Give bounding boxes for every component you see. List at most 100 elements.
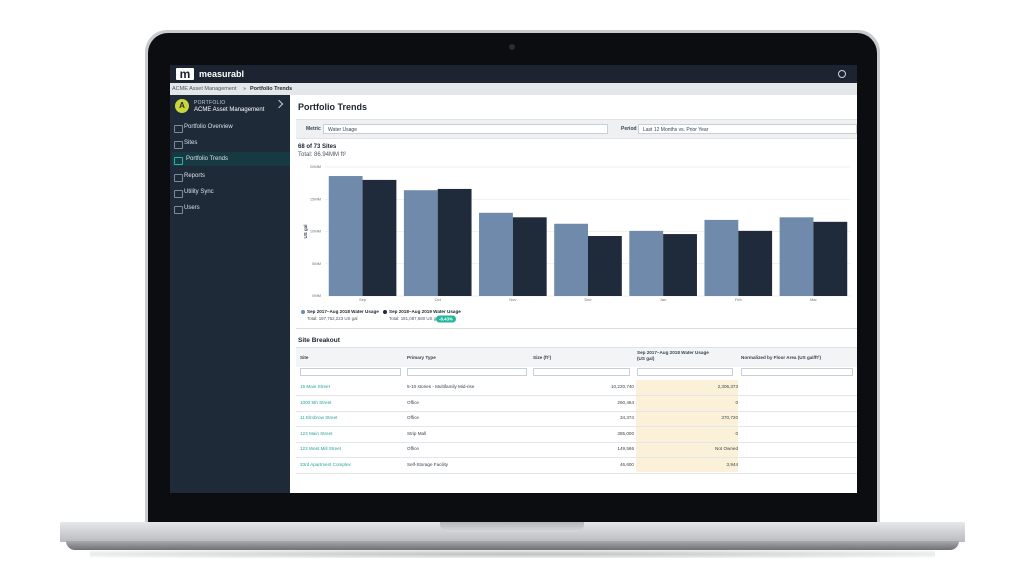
sites-count: 68 of 73 Sites [298, 144, 337, 150]
nav-item[interactable]: Reports [184, 172, 206, 179]
nav-active [172, 152, 290, 166]
column-header[interactable]: Normalized by Floor Area (US gal/ft²) [741, 355, 821, 360]
row-divider [296, 410, 857, 412]
column-filter[interactable] [741, 368, 853, 376]
nav-item[interactable]: Portfolio Overview [184, 124, 233, 130]
row-divider [296, 395, 857, 396]
nav-icon [174, 141, 183, 150]
table-cell: Office [407, 399, 419, 405]
change-value: -8.43% [439, 316, 453, 321]
bar [629, 230, 664, 296]
bar [328, 176, 363, 296]
bar [437, 188, 472, 296]
portfolio-name[interactable]: ACME Asset Management [194, 107, 265, 113]
page-title: Portfolio Trends [298, 102, 368, 112]
table-cell: 2,306,373 [717, 384, 738, 389]
camera [509, 44, 515, 50]
column-filter[interactable] [637, 368, 733, 376]
laptop-notch [440, 522, 584, 532]
nav-item[interactable]: Utility Sync [184, 188, 214, 195]
column-filter[interactable] [300, 368, 401, 376]
column-header[interactable]: Primary Type [407, 355, 436, 360]
site-link[interactable]: 11 Elmbrow Street [300, 415, 338, 421]
row-divider [296, 457, 857, 459]
table-cell: 3,944 [726, 462, 739, 467]
bar [779, 217, 814, 296]
period-value: Last 12 Months vs. Prior Year [643, 127, 709, 133]
bar [512, 217, 547, 296]
column-header[interactable]: Sep 2017–Aug 2018 Water Usage (US gal) [637, 350, 709, 361]
laptop-base [60, 522, 965, 542]
table-cell: 5-10 stories - Multifamily Mid-rise [407, 384, 475, 389]
breadcrumb-link[interactable]: ACME Asset Management [172, 86, 237, 92]
column-filter[interactable] [533, 368, 630, 376]
breadcrumb-bar [170, 83, 857, 95]
column-header[interactable]: Site [300, 355, 309, 360]
metric-value: Water Usage [328, 127, 357, 133]
y-tick-label: 20MM [310, 164, 321, 169]
bar [362, 179, 397, 296]
table-cell: 0 [735, 399, 738, 405]
portfolio-label: PORTFOLIO [194, 100, 226, 106]
metric-label: Metric [306, 126, 321, 132]
legend-label: Sep 2017–Aug 2018 Water Usage [307, 309, 379, 314]
site-link[interactable]: 33rd Apartment Complex [300, 462, 351, 467]
legend-label: Sep 2018–Aug 2019 Water Usage [389, 309, 461, 314]
nav-item[interactable]: Sites [184, 140, 198, 147]
y-tick-label: 15MM [310, 196, 321, 201]
x-tick-label: Feb [735, 297, 743, 302]
row-divider [296, 441, 857, 443]
table-header [296, 347, 857, 367]
logo-mark: m [176, 68, 194, 80]
table-cell: 370,720 [721, 415, 738, 421]
period-select[interactable]: Last 12 Months vs. Prior Year [638, 124, 857, 134]
table-cell: 34,374 [619, 415, 634, 421]
nav-item[interactable]: Users [184, 205, 200, 211]
table-cell: Strip Mall [407, 430, 427, 436]
table-cell: 10,220,740 [611, 384, 634, 389]
period-label: Period [621, 126, 637, 132]
x-tick-label: Dec [584, 297, 591, 302]
x-tick-label: Jan [660, 297, 666, 302]
x-tick-label: Nov [509, 297, 516, 302]
bar [588, 236, 622, 296]
table-cell: 46,600 [619, 462, 634, 467]
table-cell: Office [407, 415, 419, 421]
nav-icon [174, 206, 183, 214]
bar [479, 212, 513, 296]
top-bar [170, 65, 857, 83]
avatar: A [175, 99, 189, 113]
table-cell: Office [407, 446, 419, 452]
table-cell: 149,586 [617, 446, 634, 452]
legend-total: Total: 181,087,680 US gal [389, 316, 440, 321]
x-tick-label: Oct [435, 297, 442, 302]
site-link[interactable]: 15 Main Street [300, 384, 330, 389]
x-tick-label: Sep [359, 297, 367, 302]
row-divider [296, 473, 857, 474]
nav-icon [174, 125, 183, 133]
site-link[interactable]: 123 Main Street [300, 430, 333, 436]
bar [738, 230, 773, 296]
nav-icon [174, 157, 183, 166]
nav-icon [174, 189, 183, 198]
logo[interactable]: measurabl [199, 69, 245, 79]
y-axis-label: US gal [303, 224, 308, 238]
section-title: Site Breakout [298, 337, 340, 344]
bar [554, 223, 588, 296]
x-tick-label: Mar [810, 297, 818, 302]
y-tick-label: 5MM [312, 261, 321, 266]
column-filter[interactable] [407, 368, 527, 376]
column-header[interactable]: Size (ft²) [533, 355, 552, 360]
user-menu[interactable] [838, 70, 846, 78]
table-cell: 385,000 [617, 430, 634, 436]
bar [663, 234, 697, 296]
table-cell: 0 [735, 430, 738, 436]
site-link[interactable]: 123 West Mill Street [300, 446, 342, 452]
bar [403, 190, 438, 296]
legend-swatch [301, 310, 305, 314]
metric-select[interactable]: Water Usage [323, 124, 608, 134]
separator [296, 328, 857, 329]
nav-item[interactable]: Portfolio Trends [186, 156, 229, 163]
site-link[interactable]: 1000 5th Street [300, 399, 332, 405]
